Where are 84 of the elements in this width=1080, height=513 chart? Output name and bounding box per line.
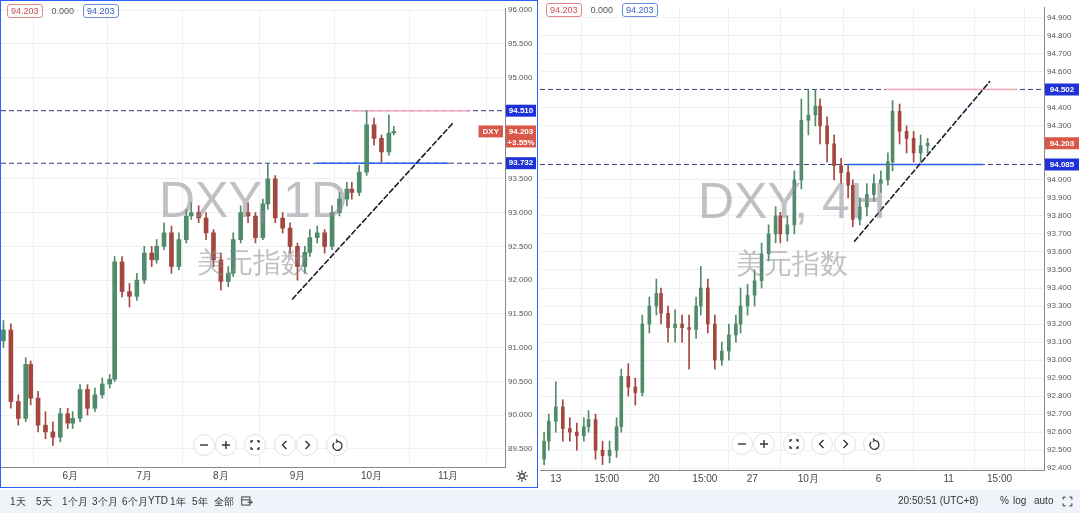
y-tick-label: 93.300 xyxy=(1047,301,1073,311)
ref-line-label: 94.502 xyxy=(1049,84,1075,94)
x-tick-label: 6 xyxy=(875,472,882,484)
text: % xyxy=(1000,495,1009,506)
y-tick-label: 90.500 xyxy=(508,376,534,386)
text: 20:50:51 (UTC+8) xyxy=(898,495,979,506)
annotation: 0.000 xyxy=(50,5,76,18)
ref-line-label: 94.085 xyxy=(1049,159,1075,169)
y-tick-label: 94.300 xyxy=(1047,121,1073,131)
x-tick-label: 10月 xyxy=(361,469,383,481)
y-tick-label: 94.600 xyxy=(1047,66,1073,76)
y-tick-label: 93.500 xyxy=(1047,265,1073,275)
x-tick-label: 7月 xyxy=(136,469,153,481)
y-tick-label: 92.500 xyxy=(1047,445,1073,455)
x-tick-label: 8月 xyxy=(213,469,229,481)
y-tick-label: 93.400 xyxy=(1047,283,1073,293)
text: 6个月 xyxy=(122,495,148,509)
y-tick-label: 91.500 xyxy=(508,309,534,319)
y-tick-label: 93.600 xyxy=(1047,247,1073,257)
y-tick-label: 93.000 xyxy=(1047,355,1073,365)
y-tick-label: 93.800 xyxy=(1047,211,1073,221)
text: 5天 xyxy=(36,495,52,509)
annotation: DXY xyxy=(482,126,500,136)
x-tick-label: 13 xyxy=(550,472,562,484)
y-tick-label: 94.800 xyxy=(1047,30,1073,40)
x-tick-label: 6月 xyxy=(62,469,78,481)
x-tick-label: 20 xyxy=(648,472,661,484)
candlestick xyxy=(575,422,579,451)
x-tick-label: 11 xyxy=(943,472,955,484)
y-tick-label: 92.000 xyxy=(508,275,534,285)
text: +3.55% xyxy=(507,137,535,147)
y-tick-label: 93.100 xyxy=(1047,337,1073,347)
text: log xyxy=(1013,495,1027,506)
y-tick-label: 95.000 xyxy=(508,72,534,82)
text: auto xyxy=(1034,495,1054,506)
y-tick-label: 92.400 xyxy=(1047,463,1073,473)
y-tick-label: 95.500 xyxy=(508,39,534,49)
candlestick xyxy=(567,417,572,442)
y-tick-label: 92.500 xyxy=(508,241,534,251)
annotation: 94.203 xyxy=(7,4,43,18)
annotation: 0.000 xyxy=(589,4,615,17)
y-tick-label: 92.700 xyxy=(1047,409,1073,419)
y-tick-label: 90.000 xyxy=(508,410,534,420)
ref-line-label: 94.510 xyxy=(508,105,534,115)
candlestick xyxy=(680,314,684,343)
x-tick-label: 15:00 xyxy=(692,472,718,484)
candlestick xyxy=(687,314,691,370)
x-tick-label: 15:00 xyxy=(987,472,1013,484)
y-tick-label: 93.200 xyxy=(1047,319,1073,329)
text: 94.203 xyxy=(1049,138,1075,148)
y-tick-label: 91.000 xyxy=(508,342,534,352)
annotation: 94.203 xyxy=(622,3,658,17)
y-tick-label: 93.000 xyxy=(508,207,534,217)
x-tick-label: 15:00 xyxy=(594,472,620,484)
text: 3个月 xyxy=(92,495,118,509)
x-tick-label: 9月 xyxy=(289,469,306,481)
y-tick-label: 92.900 xyxy=(1047,373,1073,383)
text: 1天 xyxy=(10,495,26,509)
x-tick-label: 10月 xyxy=(797,472,819,484)
candlestick xyxy=(673,309,677,343)
y-tick-label: 93.500 xyxy=(508,174,534,184)
y-tick-label: 94.700 xyxy=(1047,48,1073,58)
text: YTD xyxy=(148,495,168,506)
text: 1个月 xyxy=(62,495,88,509)
y-tick-label: 94.000 xyxy=(1047,175,1073,185)
annotation: 94.203 xyxy=(83,4,119,18)
y-tick-label: 92.800 xyxy=(1047,391,1073,401)
text: 1年 xyxy=(170,495,186,509)
candlestick xyxy=(349,181,355,200)
y-tick-label: 94.900 xyxy=(1047,12,1073,22)
text: 94.203 xyxy=(508,126,534,136)
text: 5年 xyxy=(192,495,208,509)
y-tick-label: 93.900 xyxy=(1047,193,1073,203)
y-tick-label: 96.000 xyxy=(508,5,534,15)
y-tick-label: 89.500 xyxy=(508,443,534,453)
x-tick-label: 27 xyxy=(746,472,759,484)
y-tick-label: 92.600 xyxy=(1047,427,1073,437)
x-tick-label: 11月 xyxy=(437,469,459,481)
ref-line-label: 93.732 xyxy=(508,158,534,168)
candlestick xyxy=(633,377,638,406)
text: 全部 xyxy=(214,495,234,509)
y-tick-label: 94.400 xyxy=(1047,103,1073,113)
annotation: 94.203 xyxy=(546,3,582,17)
y-tick-label: 93.700 xyxy=(1047,229,1073,239)
